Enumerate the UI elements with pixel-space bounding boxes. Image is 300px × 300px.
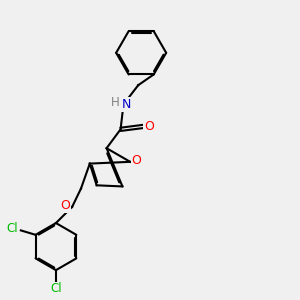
Text: H: H [111,96,120,109]
Text: O: O [145,120,154,133]
Text: O: O [60,199,70,212]
Text: O: O [132,154,142,167]
Text: N: N [122,98,131,111]
Text: Cl: Cl [50,283,62,296]
Text: Cl: Cl [7,222,18,236]
